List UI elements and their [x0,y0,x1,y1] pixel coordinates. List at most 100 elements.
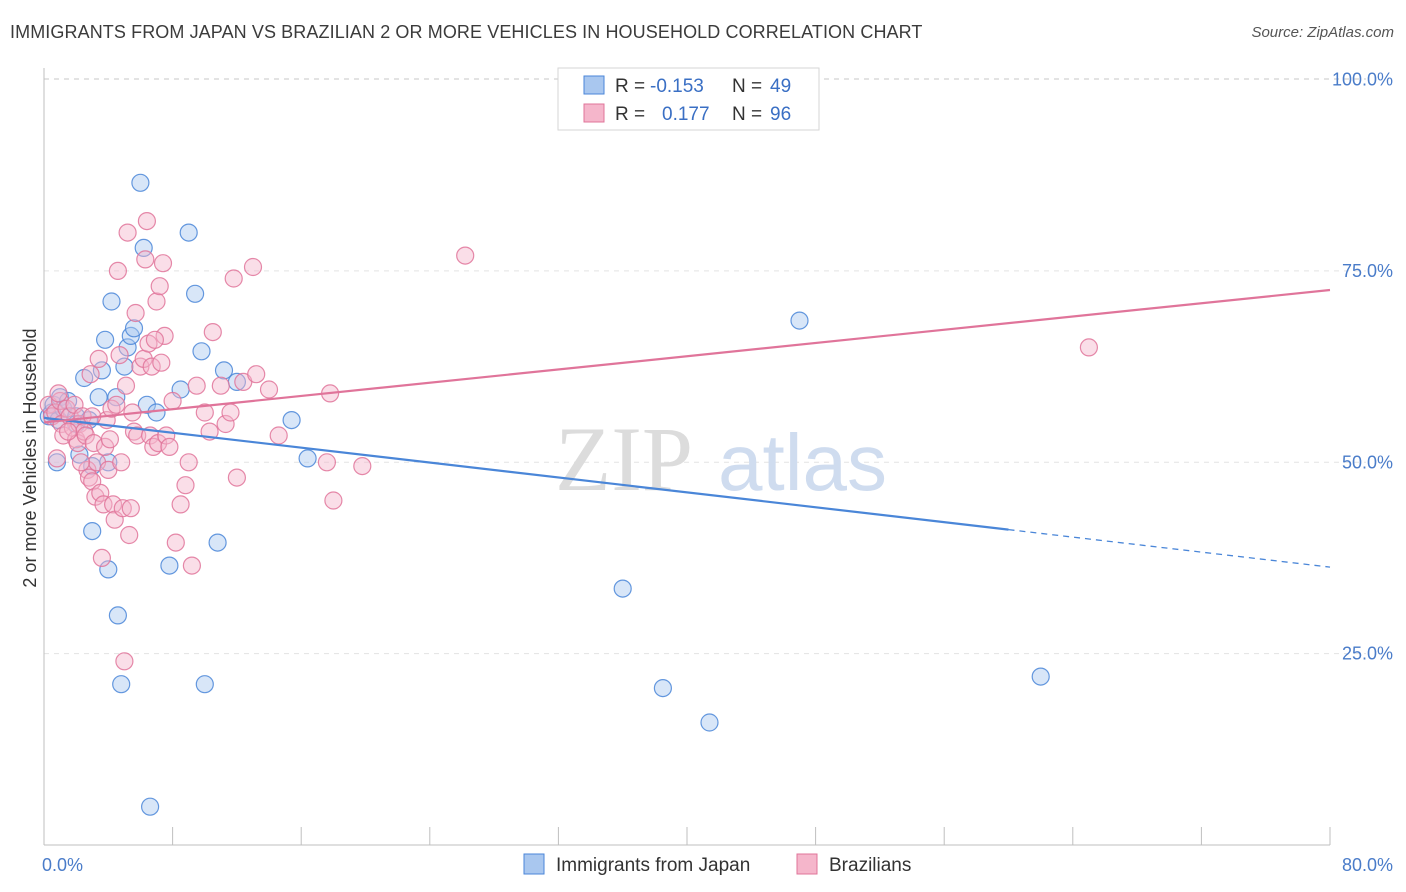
point-brazilians [155,326,174,345]
trend-line-brazilians [43,288,1331,424]
point-japan [160,556,179,575]
point-brazilians [103,495,123,514]
point-brazilians [58,422,78,441]
point-brazilians [243,257,263,277]
y-ticks: 25.0% 50.0% 75.0% 100.0% [1332,70,1393,664]
grid [44,78,1366,655]
point-brazilians [216,414,235,434]
chart-title: IMMIGRANTS FROM JAPAN VS BRAZILIAN 2 OR … [10,22,923,42]
y-tick-label: 100.0% [1332,70,1393,90]
point-brazilians [136,250,155,269]
point-brazilians [166,533,185,552]
point-brazilians [353,457,372,476]
point-brazilians [107,395,126,414]
watermark: ZIP atlas [555,408,887,510]
point-brazilians [227,468,246,487]
point-japan [134,238,153,257]
bottom-legend-swatch-brazilians [796,853,818,875]
point-brazilians [120,525,139,545]
legend-r-label-2: R = [615,104,645,125]
point-brazilians [128,426,147,445]
bottom-legend-swatch-japan [523,853,545,875]
point-japan [214,361,234,380]
point-brazilians [203,323,222,342]
y-tick-label: 75.0% [1342,261,1393,281]
point-brazilians [259,380,279,399]
point-brazilians [147,292,166,311]
point-japan [282,411,301,430]
legend-swatch-brazilians [583,103,605,123]
axes [43,68,1331,846]
point-brazilians [160,437,179,456]
point-brazilians [137,212,156,231]
legend-r-label-1: R = [615,76,645,97]
legend-n-label-1: N = [732,76,762,97]
point-brazilians [195,403,214,422]
point-brazilians [142,357,161,376]
point-brazilians [163,391,182,411]
point-brazilians [92,548,112,568]
point-japan [141,797,160,816]
point-brazilians [221,403,240,422]
point-brazilians [153,254,173,273]
watermark-atlas: atlas [718,418,887,507]
point-brazilians [1079,338,1099,357]
point-brazilians [78,460,97,479]
point-japan [195,675,214,694]
point-japan [1031,667,1050,686]
trend-line-japan [43,416,1009,531]
legend-r-value-2: 0.177 [662,104,710,125]
point-brazilians [145,330,164,349]
point-japan [790,311,809,330]
point-brazilians [115,652,134,671]
point-brazilians [176,476,195,495]
trend-line-japan-extension [1008,528,1331,568]
y-tick-label: 50.0% [1342,452,1393,472]
point-brazilians [126,303,145,323]
point-brazilians [324,491,343,510]
point-japan [70,445,89,464]
point-japan [112,675,131,694]
chart-source: Source: ZipAtlas.com [1251,24,1394,41]
bottom-legend-label-japan: Immigrants from Japan [556,855,750,876]
point-japan [83,521,102,541]
point-brazilians [152,353,171,372]
bottom-legend-label-brazilians: Brazilians [829,855,911,876]
point-brazilians [116,376,136,395]
point-japan [192,342,211,361]
point-japan [653,678,673,698]
point-brazilians [179,453,198,472]
trend-lines [43,288,1331,568]
point-brazilians [71,453,91,472]
point-japan [298,449,317,468]
point-japan [115,357,134,376]
point-japan [208,533,227,552]
point-brazilians [91,483,110,502]
point-brazilians [121,499,140,518]
legend-swatch-japan [583,75,605,95]
point-brazilians [456,246,475,265]
point-brazilians [47,449,67,468]
point-japan [99,560,118,579]
legend-n-value-2: 96 [770,104,791,125]
point-brazilians [118,223,137,242]
point-japan [137,395,156,414]
point-brazilians [247,365,266,384]
legend: R = -0.153 N = 49 R = 0.177 N = 96 [557,67,820,131]
y-tick-label: 25.0% [1342,644,1393,664]
point-japan [700,713,719,732]
y-axis-label: 2 or more Vehicles in Household [20,328,40,587]
x-tick-max: 80.0% [1342,855,1393,875]
point-japan [186,284,205,303]
point-brazilians [49,384,68,403]
x-tick-min: 0.0% [42,855,83,875]
point-brazilians [112,453,131,472]
point-japan [131,173,150,192]
point-japan [95,330,115,349]
point-brazilians [110,346,129,365]
point-brazilians [81,365,100,384]
point-brazilians [108,261,128,280]
legend-n-label-2: N = [732,104,762,125]
bottom-legend: Immigrants from Japan Brazilians [523,853,911,876]
point-brazilians [224,269,243,288]
